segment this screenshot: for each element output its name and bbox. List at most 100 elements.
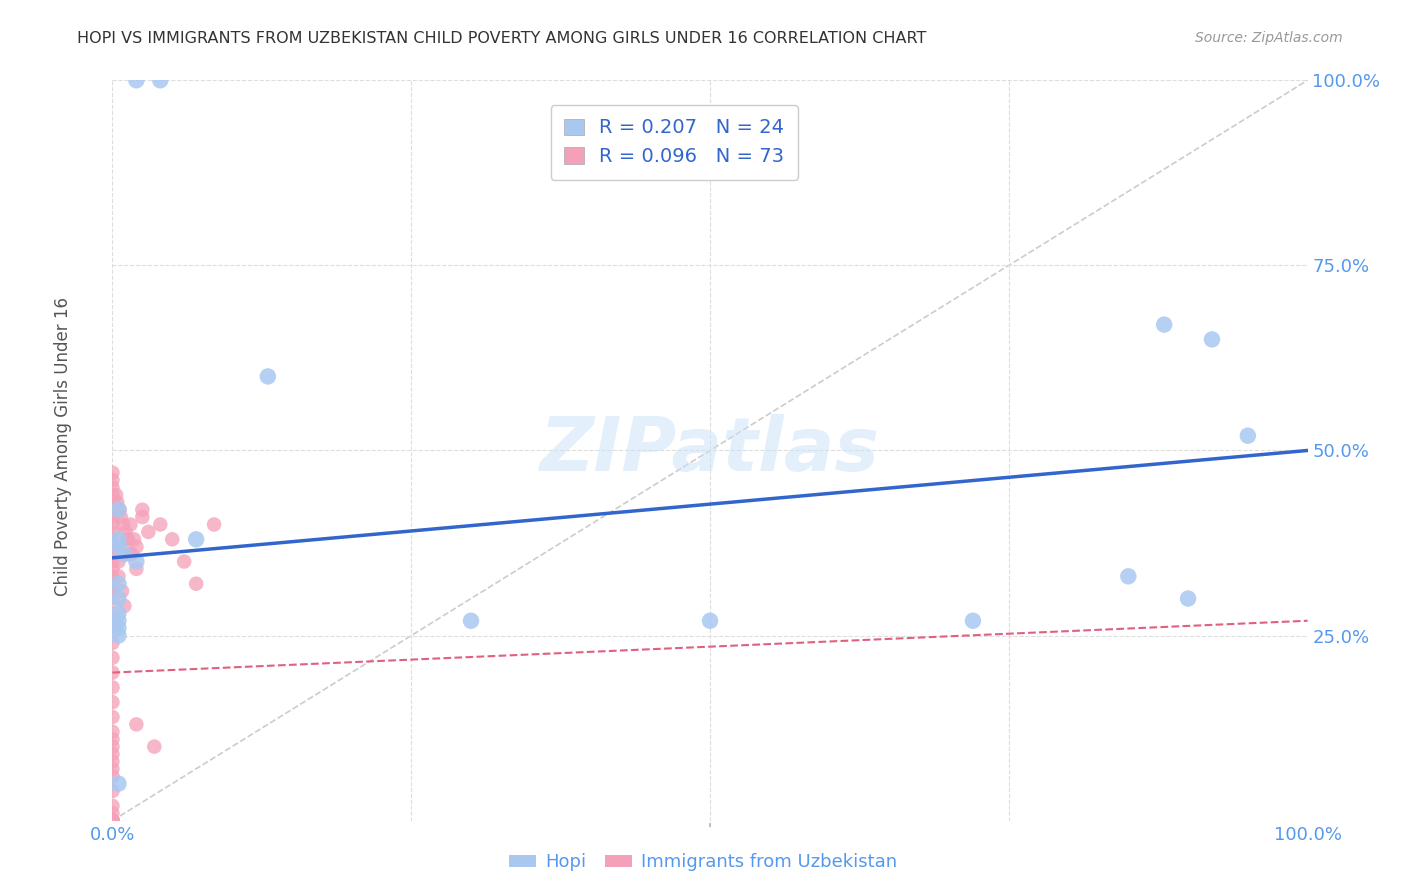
Point: [120, 547, 142, 561]
Text: Source: ZipAtlas.com: Source: ZipAtlas.com: [1195, 31, 1343, 45]
Point: [101, 480, 124, 494]
Point: [101, 755, 124, 769]
Point: [1153, 318, 1175, 332]
Legend: R = 0.207   N = 24, R = 0.096   N = 73: R = 0.207 N = 24, R = 0.096 N = 73: [551, 104, 797, 180]
Point: [105, 488, 128, 502]
Point: [125, 540, 148, 554]
Point: [131, 502, 153, 516]
Point: [114, 599, 135, 613]
Point: [101, 569, 124, 583]
Point: [107, 614, 129, 628]
Point: [101, 584, 124, 599]
Point: [107, 776, 129, 791]
Point: [101, 607, 124, 621]
Point: [101, 517, 124, 532]
Text: Child Poverty Among Girls Under 16: Child Poverty Among Girls Under 16: [55, 296, 72, 596]
Point: [101, 495, 124, 509]
Point: [125, 562, 148, 576]
Point: [101, 814, 124, 828]
Point: [101, 814, 124, 828]
Point: [112, 517, 135, 532]
Text: ZIPatlas: ZIPatlas: [540, 414, 880, 487]
Point: [101, 636, 124, 650]
Point: [101, 555, 124, 569]
Point: [1118, 569, 1140, 583]
Point: [257, 369, 280, 384]
Point: [101, 524, 124, 539]
Point: [105, 495, 128, 509]
Point: [101, 814, 124, 828]
Point: [101, 814, 124, 828]
Point: [107, 621, 129, 635]
Point: [117, 533, 139, 547]
Point: [1177, 591, 1199, 606]
Point: [111, 584, 134, 599]
Point: [101, 724, 124, 739]
Point: [149, 73, 172, 87]
Point: [101, 562, 124, 576]
Point: [1201, 332, 1223, 346]
Point: [162, 533, 183, 547]
Point: [101, 762, 124, 776]
Point: [107, 533, 129, 547]
Point: [138, 524, 160, 539]
Point: [107, 569, 129, 583]
Point: [107, 555, 129, 569]
Point: [115, 533, 138, 547]
Point: [120, 517, 142, 532]
Point: [202, 517, 225, 532]
Legend: Hopi, Immigrants from Uzbekistan: Hopi, Immigrants from Uzbekistan: [502, 847, 904, 879]
Point: [1237, 428, 1260, 442]
Point: [101, 466, 124, 480]
Point: [122, 533, 145, 547]
Point: [107, 628, 129, 642]
Text: HOPI VS IMMIGRANTS FROM UZBEKISTAN CHILD POVERTY AMONG GIRLS UNDER 16 CORRELATIO: HOPI VS IMMIGRANTS FROM UZBEKISTAN CHILD…: [77, 31, 927, 46]
Point: [101, 695, 124, 709]
Point: [186, 576, 208, 591]
Point: [101, 814, 124, 828]
Point: [699, 614, 721, 628]
Point: [108, 502, 131, 516]
Point: [101, 710, 124, 724]
Point: [173, 555, 195, 569]
Point: [125, 555, 148, 569]
Point: [101, 576, 124, 591]
Point: [101, 732, 124, 747]
Point: [107, 576, 129, 591]
Point: [101, 739, 124, 754]
Point: [101, 747, 124, 761]
Point: [101, 814, 124, 828]
Point: [101, 502, 124, 516]
Point: [149, 517, 172, 532]
Point: [125, 717, 148, 731]
Point: [101, 650, 124, 665]
Point: [101, 798, 124, 813]
Point: [110, 510, 132, 524]
Point: [125, 73, 148, 87]
Point: [101, 547, 124, 561]
Point: [101, 533, 124, 547]
Point: [107, 607, 129, 621]
Point: [101, 540, 124, 554]
Point: [101, 591, 124, 606]
Point: [186, 533, 208, 547]
Point: [114, 547, 135, 561]
Point: [101, 814, 124, 828]
Point: [107, 502, 129, 516]
Point: [101, 784, 124, 798]
Point: [101, 473, 124, 487]
Point: [121, 547, 143, 561]
Point: [101, 665, 124, 680]
Point: [107, 591, 129, 606]
Point: [143, 739, 166, 754]
Point: [131, 510, 153, 524]
Point: [101, 681, 124, 695]
Point: [107, 540, 129, 554]
Point: [101, 510, 124, 524]
Point: [962, 614, 984, 628]
Point: [101, 621, 124, 635]
Point: [114, 524, 136, 539]
Point: [101, 488, 124, 502]
Point: [101, 806, 124, 821]
Point: [101, 769, 124, 783]
